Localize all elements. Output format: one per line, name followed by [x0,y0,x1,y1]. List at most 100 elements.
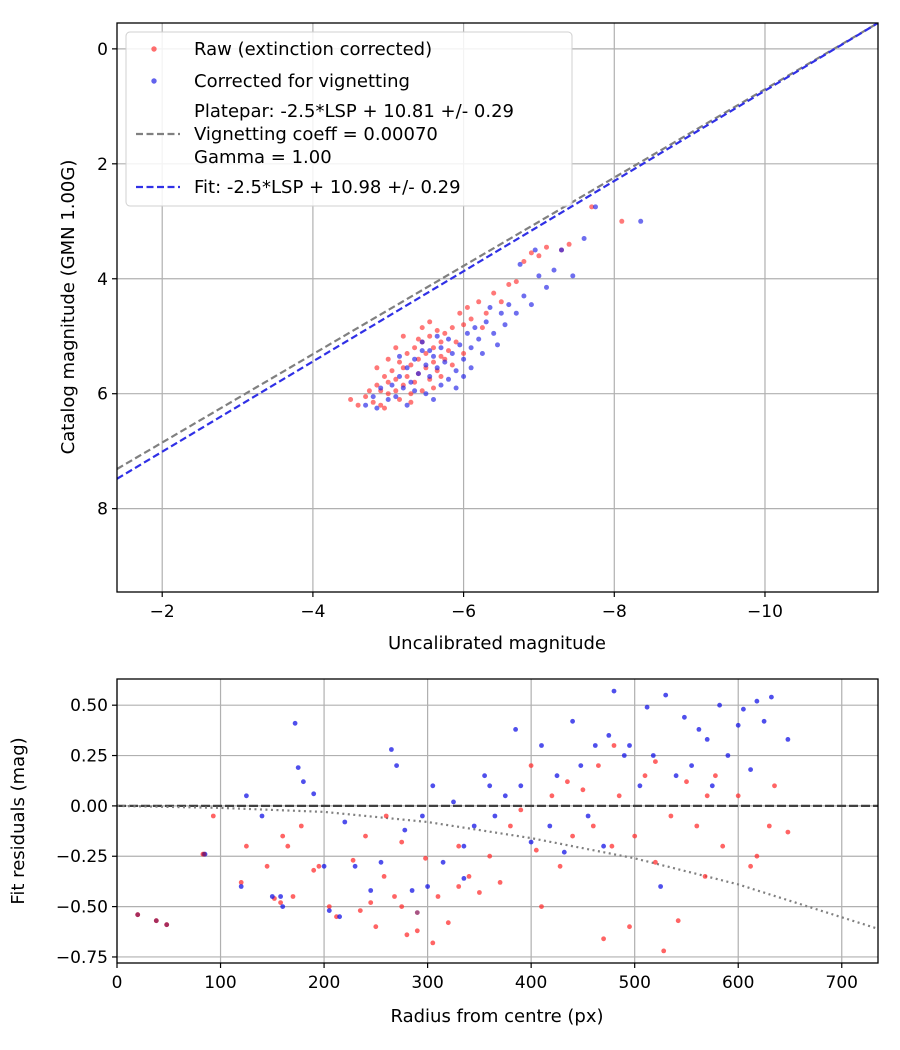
y-tick-label: 8 [97,500,108,520]
data-point [461,356,467,362]
data-point [425,884,430,889]
data-point [513,279,519,285]
bottom-y-ticks: 0.50 0.25 0.00 −0.25 −0.50 −0.75 [56,696,117,968]
data-point [423,362,429,368]
x-tick-label: −2 [150,602,175,622]
data-point [557,863,563,869]
data-point [785,737,791,742]
top-x-axis-label: Uncalibrated magnitude [388,633,606,654]
data-point [528,250,534,256]
data-point [415,336,421,342]
data-point [754,853,760,859]
data-point [419,388,425,394]
legend-box [125,31,573,207]
data-point [301,779,306,785]
data-point [497,880,503,885]
data-point [431,385,436,391]
data-point [521,293,527,299]
data-point [445,920,451,926]
data-point [269,894,275,899]
data-point [653,859,658,865]
data-point [449,325,455,331]
y-tick-label: 4 [97,270,108,290]
data-point [495,342,500,348]
data-point [382,405,387,411]
data-point [368,900,374,905]
data-point [644,704,650,710]
data-point [393,376,399,382]
data-point [578,763,584,768]
data-point [446,336,451,342]
data-point [453,368,459,374]
data-point [704,793,710,799]
data-point [468,365,474,371]
data-point [392,894,397,899]
data-point [311,791,317,797]
data-point [457,310,463,316]
data-point [539,743,544,748]
data-point [164,922,170,928]
data-point [442,359,448,365]
data-point [370,399,376,405]
data-point [502,322,508,328]
data-point [619,218,625,224]
data-point [491,330,497,336]
data-point [453,339,459,345]
data-point [456,884,462,889]
data-point [290,894,296,899]
data-point [476,336,482,342]
data-point [601,843,606,849]
data-point [748,767,753,772]
data-point [785,829,791,835]
data-point [549,793,555,799]
data-point [483,310,489,316]
data-point [735,722,741,728]
data-point [399,904,405,909]
data-point [589,204,595,210]
vignetting-model-line [117,804,878,930]
x-tick-label: −10 [747,602,783,622]
legend-platepar-label-1: Platepar: -2.5*LSP + 10.81 +/- 0.29 [194,101,514,122]
data-point [383,813,389,819]
y-tick-label: 0 [97,40,108,60]
data-point [627,743,632,748]
data-point [704,737,710,742]
data-point [423,855,428,861]
data-point [461,843,467,849]
data-point [653,759,658,764]
data-point [461,876,467,881]
bottom-plot-area [117,679,878,963]
data-point [321,863,327,869]
legend-platepar-label-2: Vignetting coeff = 0.00070 [194,124,438,145]
data-point [352,863,358,869]
data-point [508,823,513,829]
data-point [611,743,617,748]
data-point [766,823,772,829]
data-point [483,319,489,325]
data-point [385,397,391,402]
data-point [461,322,467,328]
data-point [419,325,425,331]
x-tick-label: 600 [722,973,754,993]
data-point [709,783,715,789]
data-point [748,863,753,869]
data-point [420,813,425,819]
data-point [400,333,406,339]
data-point [498,299,504,305]
data-point [427,333,433,339]
data-point [694,823,700,829]
data-point [374,365,380,371]
data-point [389,382,395,388]
data-point [427,348,433,354]
x-tick-label: 300 [411,973,443,993]
data-point [244,793,249,799]
data-point [720,843,726,849]
data-point [696,727,702,732]
data-point [638,218,644,224]
data-point [427,319,433,325]
data-point [446,376,451,382]
data-point [435,894,441,899]
data-point [464,330,470,336]
bottom-points [135,688,791,954]
